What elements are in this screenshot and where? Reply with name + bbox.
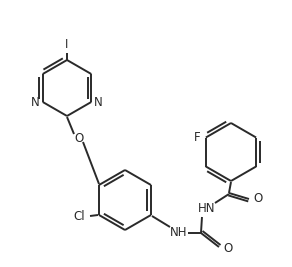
Text: O: O [74, 132, 84, 144]
Text: N: N [94, 96, 103, 108]
Text: NH: NH [170, 226, 188, 239]
Text: O: O [253, 193, 262, 206]
Text: N: N [31, 96, 40, 108]
Text: Cl: Cl [73, 210, 85, 223]
Text: I: I [65, 38, 69, 51]
Text: F: F [194, 131, 201, 144]
Text: O: O [223, 242, 232, 256]
Text: HN: HN [198, 202, 216, 215]
